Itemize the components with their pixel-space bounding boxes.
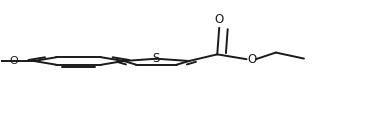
Text: O: O xyxy=(9,56,18,66)
Text: O: O xyxy=(214,13,224,26)
Text: S: S xyxy=(153,52,160,65)
Text: O: O xyxy=(247,53,257,66)
